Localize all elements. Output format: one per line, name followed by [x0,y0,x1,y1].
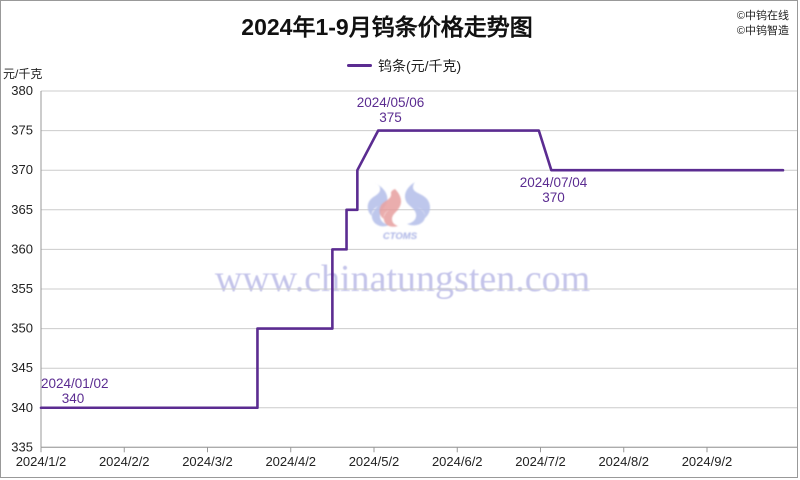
svg-text:335: 335 [11,439,33,454]
svg-text:2024/7/2: 2024/7/2 [515,454,566,469]
svg-text:2024/8/2: 2024/8/2 [598,454,649,469]
svg-text:345: 345 [11,360,33,375]
svg-text:2024/2/2: 2024/2/2 [99,454,150,469]
svg-text:375: 375 [11,123,33,138]
svg-text:380: 380 [11,83,33,98]
svg-text:2024/1/2: 2024/1/2 [16,454,67,469]
svg-text:355: 355 [11,281,33,296]
svg-text:2024/3/2: 2024/3/2 [182,454,233,469]
svg-text:340: 340 [11,400,33,415]
svg-text:375: 375 [379,110,402,125]
svg-text:2024/6/2: 2024/6/2 [432,454,483,469]
svg-text:2024/01/02: 2024/01/02 [41,376,109,391]
svg-text:2024/07/04: 2024/07/04 [520,175,588,190]
svg-text:365: 365 [11,202,33,217]
svg-text:2024/4/2: 2024/4/2 [265,454,316,469]
svg-text:2024/5/2: 2024/5/2 [349,454,400,469]
svg-text:360: 360 [11,241,33,256]
svg-text:2024/9/2: 2024/9/2 [682,454,733,469]
svg-text:370: 370 [542,190,565,205]
svg-text:370: 370 [11,162,33,177]
svg-text:CTOMS: CTOMS [383,231,418,242]
svg-text:2024/05/06: 2024/05/06 [357,95,425,110]
svg-text:350: 350 [11,321,33,336]
svg-text:340: 340 [62,391,85,406]
